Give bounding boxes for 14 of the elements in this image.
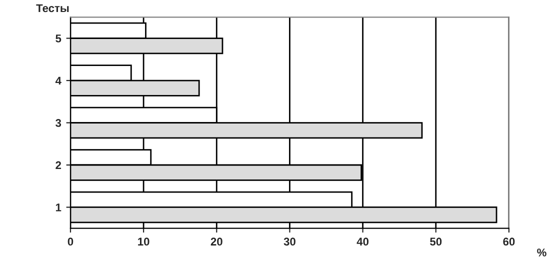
y-tick-label: 1 — [56, 204, 62, 212]
x-tick-label: 50 — [430, 238, 442, 246]
x-tick-label: 10 — [138, 238, 150, 246]
y-tick-label: 3 — [56, 119, 62, 127]
y-tick-label: 4 — [55, 76, 62, 85]
x-tick-label: 40 — [356, 238, 369, 246]
x-tick-label: 20 — [210, 238, 222, 246]
y-axis-title: Тесты — [36, 4, 69, 12]
y-tick-label: 5 — [56, 34, 62, 42]
y-tick-label: 2 — [56, 161, 62, 170]
x-tick-label: 30 — [284, 238, 296, 246]
x-tick-label: 60 — [503, 238, 515, 246]
x-axis-title: % — [537, 248, 546, 256]
x-tick-label: 0 — [68, 238, 74, 246]
